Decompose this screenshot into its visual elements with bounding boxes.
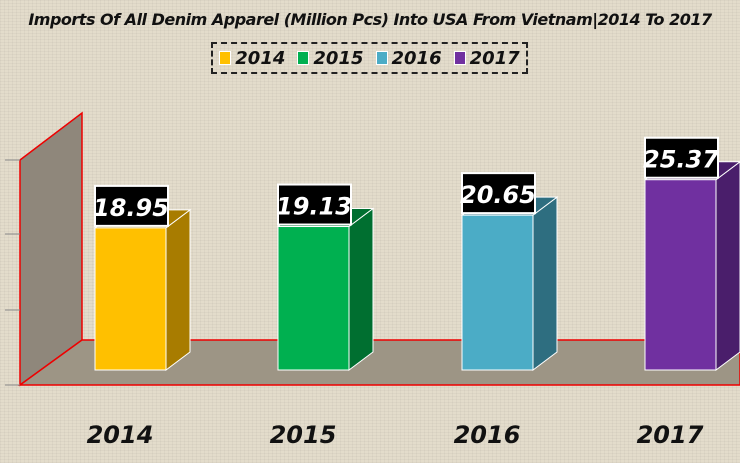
- legend-item-2016: 2016: [375, 47, 442, 69]
- legend-swatch: [375, 51, 388, 65]
- bar-2017: [644, 179, 717, 371]
- axis-ticks: [5, 159, 20, 386]
- bar-side-2017: [715, 161, 740, 371]
- x-tick-label: 2014: [87, 421, 154, 449]
- data-label-box: [94, 184, 169, 227]
- legend-swatch: [219, 51, 232, 65]
- legend-label: 2014: [235, 47, 286, 69]
- legend-item-2014: 2014: [219, 48, 285, 69]
- data-label: 25.37: [643, 146, 719, 174]
- data-label-box: [644, 136, 719, 179]
- bar-2014: [94, 227, 167, 371]
- bar-2015: [277, 226, 350, 371]
- x-tick-label: 2016: [454, 421, 521, 449]
- legend-item-2017: 2017: [453, 47, 520, 69]
- back-wall: [19, 111, 83, 387]
- data-label: 19.13: [276, 193, 352, 221]
- data-label: 18.95: [93, 194, 169, 222]
- bar-side-2016: [532, 196, 558, 371]
- legend-item-2015: 2015: [297, 47, 364, 69]
- chart-title: Imports Of All Denim Apparel (Million Pc…: [28, 10, 712, 29]
- bar-side-2014: [165, 208, 191, 371]
- legend-swatch: [453, 51, 466, 65]
- legend-label: 2016: [391, 47, 442, 69]
- bar-2016: [461, 214, 534, 371]
- chart-frame: [5, 111, 740, 387]
- bar-side-2015: [348, 207, 374, 371]
- data-label-box: [277, 183, 352, 226]
- x-tick-label: 2017: [637, 421, 704, 449]
- data-label-box: [461, 172, 536, 215]
- floor: [17, 339, 740, 386]
- legend-label: 2017: [469, 47, 520, 69]
- legend-label: 2015: [313, 47, 364, 69]
- legend-swatch: [297, 51, 310, 65]
- x-tick-label: 2015: [270, 421, 337, 449]
- data-label: 20.65: [460, 181, 536, 209]
- legend: 2014 2015 2016 2017: [211, 42, 528, 74]
